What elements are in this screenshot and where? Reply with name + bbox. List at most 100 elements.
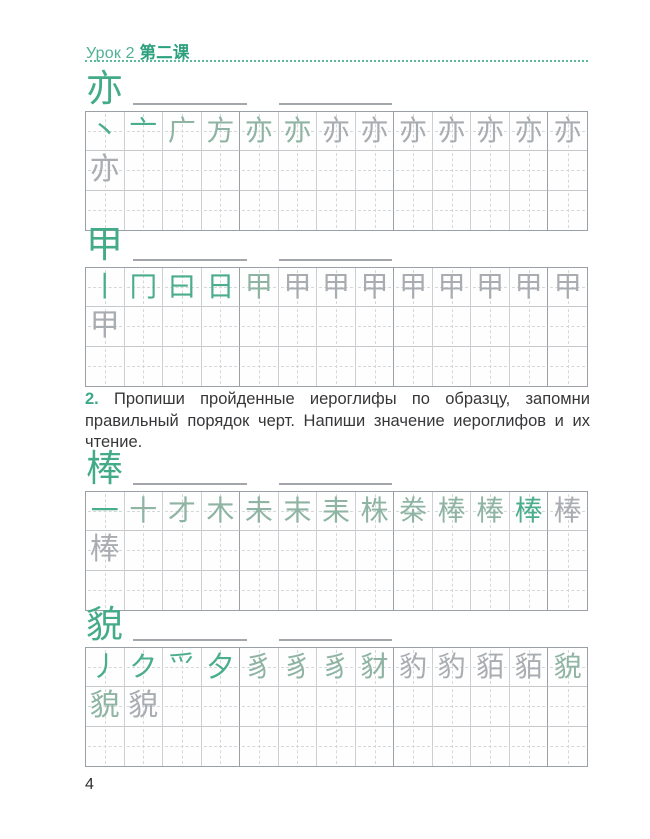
stroke-order-cell: 甲 bbox=[355, 268, 395, 308]
grid-cell bbox=[471, 346, 510, 386]
stroke-order-glyph: 棒 bbox=[437, 495, 466, 527]
stroke-order-glyph: 广 bbox=[167, 115, 196, 147]
grid-cell bbox=[279, 726, 318, 766]
grid-cell bbox=[317, 307, 356, 347]
grid-cell bbox=[163, 531, 202, 571]
example-character: 亦 bbox=[86, 68, 123, 109]
grid-cell bbox=[317, 190, 356, 230]
stroke-order-cell: 亠 bbox=[124, 112, 164, 152]
practice-character: 棒 bbox=[89, 533, 120, 567]
stroke-order-cell: 十 bbox=[124, 492, 164, 532]
grid-cell bbox=[317, 151, 356, 191]
stroke-order-cell: 亦 bbox=[240, 112, 279, 152]
lesson-header: Урок 2 第二课 bbox=[86, 39, 190, 63]
practice-block-4: 貌丿ク爫夕豸豸豸豺豹豹貊貊貌貌貌 bbox=[85, 605, 588, 767]
stroke-order-cell: 甲 bbox=[432, 268, 472, 308]
stroke-order-glyph: 亦 bbox=[514, 115, 543, 147]
stroke-order-cell: 豸 bbox=[278, 648, 318, 688]
stroke-order-glyph: 才 bbox=[167, 495, 196, 527]
instruction-number: 2. bbox=[85, 390, 99, 408]
practice-grid: 丶亠广方亦亦亦亦亦亦亦亦亦亦 bbox=[85, 111, 588, 231]
stroke-order-cell: 耒 bbox=[317, 492, 356, 532]
page-number: 4 bbox=[85, 776, 94, 793]
stroke-order-glyph: 甲 bbox=[514, 271, 543, 303]
grid-cell bbox=[163, 726, 202, 766]
stroke-order-glyph: 甲 bbox=[437, 271, 466, 303]
grid-cell bbox=[548, 151, 587, 191]
stroke-order-cell: 亦 bbox=[278, 112, 318, 152]
grid-cell bbox=[471, 307, 510, 347]
grid-cell bbox=[240, 307, 279, 347]
stroke-order-glyph: 甲 bbox=[244, 271, 273, 303]
stroke-order-cell: 才 bbox=[163, 492, 202, 532]
stroke-order-glyph: 亦 bbox=[399, 115, 428, 147]
stroke-order-cell: 曰 bbox=[163, 268, 202, 308]
stroke-order-cell: 亦 bbox=[355, 112, 395, 152]
stroke-order-cell: 甲 bbox=[240, 268, 279, 308]
grid-cell bbox=[201, 151, 241, 191]
stroke-order-glyph: 亦 bbox=[360, 115, 389, 147]
practice-character-cell: 棒 bbox=[86, 531, 125, 571]
grid-cell bbox=[509, 307, 549, 347]
stroke-order-cell: 亦 bbox=[394, 112, 433, 152]
grid-cell bbox=[317, 531, 356, 571]
grid-cell bbox=[394, 190, 433, 230]
reading-blank-line bbox=[279, 103, 392, 105]
stroke-order-cell: 末 bbox=[278, 492, 318, 532]
stroke-order-cell: 木 bbox=[201, 492, 241, 532]
stroke-order-cell: 丨 bbox=[86, 268, 125, 308]
practice-grid: 一十才木未末耒株桊棒棒棒棒棒 bbox=[85, 491, 588, 611]
grid-cell bbox=[394, 687, 433, 727]
stroke-order-glyph: 亦 bbox=[321, 115, 350, 147]
grid-cell bbox=[278, 307, 318, 347]
grid-cell bbox=[202, 346, 241, 386]
stroke-order-cell: 日 bbox=[201, 268, 241, 308]
practice-grid: 丨冂曰日甲甲甲甲甲甲甲甲甲甲 bbox=[85, 267, 588, 387]
grid-cell bbox=[432, 531, 472, 571]
grid-cell bbox=[278, 687, 318, 727]
stroke-order-glyph: 豸 bbox=[283, 651, 312, 683]
stroke-order-glyph: 豸 bbox=[321, 651, 350, 683]
grid-cell bbox=[201, 531, 241, 571]
practice-character: 貌 bbox=[89, 689, 120, 723]
grid-cell bbox=[394, 151, 433, 191]
grid-cell bbox=[317, 726, 356, 766]
grid-cell bbox=[201, 307, 241, 347]
grid-cell bbox=[124, 307, 164, 347]
stroke-order-glyph: 方 bbox=[206, 115, 235, 147]
grid-cell bbox=[548, 687, 587, 727]
grid-cell bbox=[163, 151, 202, 191]
grid-cell bbox=[124, 151, 164, 191]
grid-cell bbox=[356, 346, 395, 386]
meaning-blank-line bbox=[133, 103, 247, 105]
stroke-order-cell: 一 bbox=[86, 492, 125, 532]
grid-cell bbox=[509, 687, 549, 727]
stroke-order-cell: 甲 bbox=[509, 268, 549, 308]
grid-cell bbox=[432, 151, 472, 191]
example-character: 甲 bbox=[86, 224, 123, 265]
grid-cell bbox=[86, 190, 125, 230]
grid-cell bbox=[355, 531, 395, 571]
grid-cell bbox=[548, 531, 587, 571]
stroke-order-cell: 甲 bbox=[394, 268, 433, 308]
grid-cell bbox=[240, 531, 279, 571]
grid-cell bbox=[548, 727, 587, 766]
grid-cell bbox=[240, 190, 279, 230]
reading-blank-line bbox=[279, 483, 392, 485]
practice-block-3: 棒一十才木未末耒株桊棒棒棒棒棒 bbox=[85, 449, 588, 611]
instruction-paragraph: 2. Пропиши пройденные иероглифы по образ… bbox=[85, 389, 590, 454]
stroke-order-glyph: 甲 bbox=[283, 271, 312, 303]
stroke-order-glyph: 甲 bbox=[553, 271, 582, 303]
grid-cell bbox=[471, 726, 510, 766]
practice-character: 亦 bbox=[89, 153, 120, 187]
stroke-order-glyph: 棒 bbox=[476, 495, 505, 527]
stroke-order-cell: ク bbox=[124, 648, 164, 688]
grid-cell bbox=[124, 531, 164, 571]
stroke-order-glyph: 亦 bbox=[437, 115, 466, 147]
stroke-order-glyph: 木 bbox=[206, 495, 235, 527]
stroke-order-glyph: 貊 bbox=[514, 651, 543, 683]
stroke-order-cell: 豹 bbox=[394, 648, 433, 688]
stroke-order-glyph: 丶 bbox=[90, 115, 119, 147]
stroke-order-glyph: 日 bbox=[206, 271, 235, 303]
stroke-order-cell: 甲 bbox=[278, 268, 318, 308]
